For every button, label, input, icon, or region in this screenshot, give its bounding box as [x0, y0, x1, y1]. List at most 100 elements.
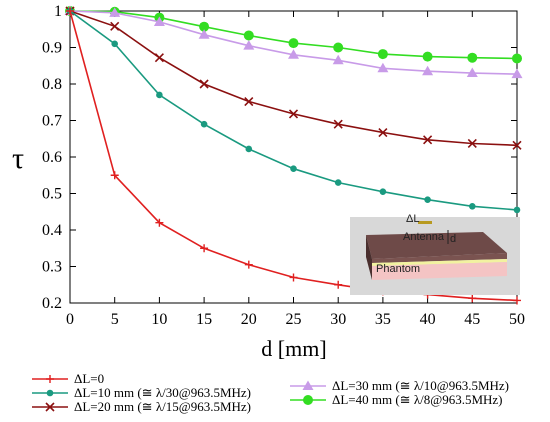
data-point — [513, 296, 521, 305]
data-point — [199, 79, 209, 89]
x-tick-label: 40 — [420, 311, 436, 328]
y-tick-label: 0.4 — [42, 222, 62, 239]
data-point — [333, 119, 343, 129]
data-point — [422, 65, 434, 76]
y-tick-label: 0.9 — [42, 40, 62, 57]
data-point — [156, 91, 163, 99]
data-point — [467, 138, 477, 149]
inset-antenna-patch — [418, 221, 432, 224]
data-point — [379, 188, 387, 195]
data-point — [111, 40, 118, 48]
inset-box-left — [366, 235, 372, 280]
legend-entry: ΔL=0 — [32, 371, 104, 386]
data-point — [243, 40, 255, 50]
legend-swatch-marker — [302, 380, 314, 390]
x-tick-label: 20 — [241, 311, 257, 328]
y-tick-label: 0.8 — [42, 76, 62, 93]
x-tick-label: 5 — [111, 311, 119, 328]
data-point — [288, 38, 299, 49]
data-point — [513, 206, 521, 214]
inset-phantom-label: Phantom — [376, 263, 420, 275]
inset-d-label: d — [450, 233, 456, 245]
data-point — [110, 21, 120, 31]
data-point — [334, 280, 343, 289]
data-point — [199, 21, 210, 32]
data-point — [66, 7, 74, 15]
data-point — [290, 165, 297, 172]
legend-label: ΔL=10 mm (≅ λ/30@963.5MHz) — [74, 385, 251, 400]
data-point — [378, 127, 388, 138]
data-point — [200, 244, 209, 253]
data-point — [424, 196, 431, 204]
data-point — [466, 67, 478, 78]
legend-entry: ΔL=30 mm (≅ λ/10@963.5MHz) — [290, 378, 509, 393]
data-point — [244, 260, 253, 269]
data-point — [334, 179, 342, 186]
series-2 — [66, 7, 521, 214]
data-point — [289, 273, 298, 282]
data-point — [512, 140, 522, 150]
inset-antenna-label: Antenna — [403, 231, 445, 243]
data-point — [200, 120, 208, 128]
data-point — [243, 30, 254, 41]
inset-figure: ΔL Antenna d Phantom — [350, 213, 520, 295]
data-point — [288, 109, 299, 119]
data-point — [512, 53, 522, 64]
inset-delta-label: ΔL — [406, 213, 419, 225]
data-point — [468, 294, 477, 303]
axis-ticks: 0 5 10 15 20 25 30 35 40 45 50 0.2 0.3 0.4 0.5 0.6 0.7 0.… — [42, 3, 525, 328]
data-point — [377, 49, 388, 60]
data-point — [469, 202, 476, 210]
x-axis-title: d [mm] — [261, 336, 326, 361]
legend-swatch-marker — [46, 389, 54, 397]
x-tick-label: 25 — [286, 311, 302, 328]
y-tick-label: 0.7 — [42, 113, 62, 130]
x-tick-label: 45 — [464, 311, 480, 328]
data-point — [198, 29, 210, 39]
legend-label: ΔL=20 mm (≅ λ/15@963.5MHz) — [74, 399, 251, 414]
y-tick-label: 0.6 — [42, 149, 62, 166]
inset-box-front — [372, 253, 507, 263]
y-tick-label: 1 — [54, 3, 62, 20]
data-point — [377, 62, 389, 73]
inset-phantom-layer — [372, 262, 507, 280]
data-point — [511, 68, 523, 79]
inset-box-top — [366, 232, 507, 259]
data-point — [467, 52, 478, 63]
data-point — [244, 96, 254, 107]
data-point — [154, 53, 164, 63]
legend-label: ΔL=30 mm (≅ λ/10@963.5MHz) — [332, 378, 509, 393]
legend: ΔL=0ΔL=10 mm (≅ λ/30@963.5MHz)ΔL=20 mm (… — [32, 371, 509, 414]
data-point — [333, 42, 344, 53]
x-tick-label: 0 — [66, 311, 74, 328]
x-tick-label: 35 — [375, 311, 391, 328]
legend-entry: ΔL=10 mm (≅ λ/30@963.5MHz) — [32, 385, 251, 400]
y-tick-label: 0.3 — [42, 259, 62, 276]
legend-swatch-marker — [303, 395, 313, 405]
series-layer — [64, 5, 523, 305]
legend-swatch-marker — [46, 375, 54, 383]
legend-swatch-marker — [45, 402, 55, 412]
series-line — [69, 10, 518, 147]
x-tick-label: 10 — [151, 311, 167, 328]
y-axis-title: τ — [12, 142, 24, 175]
y-tick-label: 0.2 — [42, 295, 62, 312]
data-point — [155, 218, 164, 227]
legend-label: ΔL=0 — [74, 371, 104, 386]
data-point — [245, 145, 253, 153]
data-point — [422, 51, 433, 62]
data-point — [110, 171, 119, 180]
data-point — [153, 16, 165, 26]
y-tick-label: 0.5 — [42, 186, 62, 203]
x-tick-label: 30 — [330, 311, 346, 328]
legend-label: ΔL=40 mm (≅ λ/8@963.5MHz) — [332, 392, 503, 407]
data-point — [288, 49, 299, 59]
inset-gap-layer — [372, 259, 507, 266]
x-tick-label: 15 — [196, 311, 212, 328]
series-3 — [65, 6, 522, 150]
data-point — [423, 135, 433, 145]
data-point — [109, 7, 121, 17]
data-point — [332, 54, 344, 65]
legend-entry: ΔL=40 mm (≅ λ/8@963.5MHz) — [290, 392, 503, 407]
